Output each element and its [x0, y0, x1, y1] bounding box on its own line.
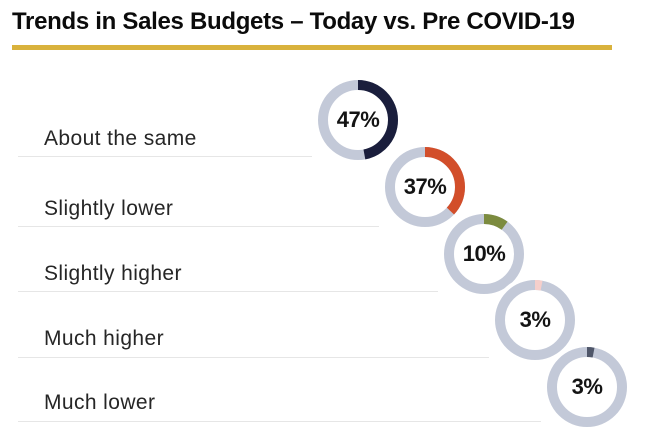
chart-title: Trends in Sales Budgets – Today vs. Pre … [12, 8, 575, 35]
donut-ring [547, 347, 627, 427]
donut-ring [318, 80, 398, 160]
donut-value: 37% [403, 174, 447, 199]
row-divider [18, 226, 379, 227]
row-label: Much higher [44, 327, 164, 350]
donut-value: 3% [519, 307, 551, 332]
donut-segment [547, 347, 627, 427]
donut-value: 3% [571, 374, 603, 399]
donut-value: 47% [336, 107, 380, 132]
row-label: Slightly higher [44, 262, 182, 285]
row-label: About the same [44, 127, 197, 150]
row-label: Slightly lower [44, 197, 174, 220]
donut-1: 37% [381, 143, 469, 231]
donut-4: 3% [543, 343, 631, 431]
donut-segment [444, 214, 524, 294]
donut-ring [385, 147, 465, 227]
donut-value: 10% [462, 241, 506, 266]
donut-segment [318, 80, 398, 160]
donut-0: 47% [314, 76, 402, 164]
row-divider [18, 156, 312, 157]
donut-ring [495, 280, 575, 360]
donut-segment [495, 280, 575, 360]
row-divider [18, 421, 541, 422]
row-divider [18, 291, 438, 292]
donut-segment [385, 147, 465, 227]
title-accent-rule [12, 45, 612, 50]
row-label: Much lower [44, 391, 156, 414]
donut-ring [444, 214, 524, 294]
row-divider [18, 357, 489, 358]
